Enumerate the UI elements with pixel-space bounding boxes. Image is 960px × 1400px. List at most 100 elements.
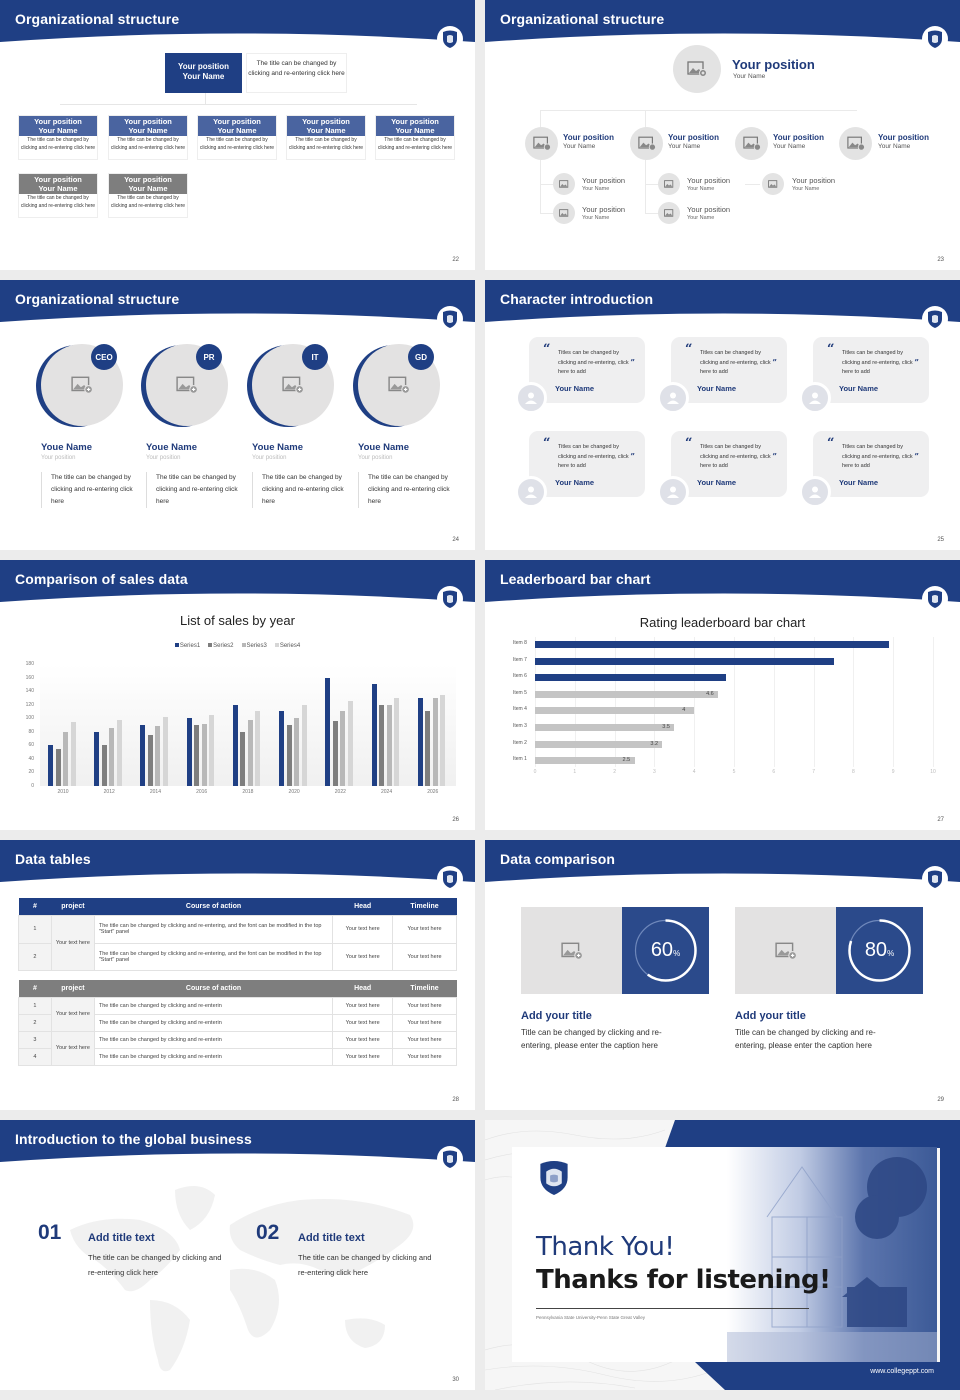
photo-placeholder[interactable] xyxy=(735,127,768,160)
grid-line xyxy=(694,637,696,767)
quote-close-icon: ” xyxy=(630,451,635,461)
bar xyxy=(155,726,161,786)
slide-23[interactable]: Organizational structure Your position Y… xyxy=(485,0,960,270)
bar xyxy=(294,718,300,786)
avatar xyxy=(799,382,831,414)
org-box[interactable]: Your position Your Name The title can be c… xyxy=(286,115,366,160)
cell-timeline: Your text here xyxy=(392,996,457,1015)
quote-open-icon: “ xyxy=(685,342,693,357)
cell-num: 4 xyxy=(18,1047,52,1066)
university-shield-logo-icon xyxy=(538,1160,570,1200)
photo-placeholder[interactable] xyxy=(553,202,575,224)
cell-num: 1 xyxy=(18,914,52,944)
org-box[interactable]: Your position Your Name The title can be c… xyxy=(18,115,98,160)
org-top-box[interactable]: Your position Your Name xyxy=(165,53,242,93)
chart-title: Rating leaderboard bar chart xyxy=(639,615,806,630)
slide-30[interactable]: Introduction to the global business 01 A… xyxy=(0,1120,475,1390)
percent-number: 80 xyxy=(864,939,888,961)
slide-28[interactable]: Data tables # project Course of action H… xyxy=(0,840,475,1110)
percent-number: 60 xyxy=(650,939,674,961)
avatar xyxy=(515,382,547,414)
percent-unit: % xyxy=(673,949,681,958)
slide-thank-you[interactable]: Thank You! Thanks for listening! Pennsyl… xyxy=(485,1120,960,1390)
member-name: Youe Name xyxy=(146,442,198,453)
bar-value-label: 4.6 xyxy=(706,690,714,697)
slide-29[interactable]: Data comparison 60% Add your title Title… xyxy=(485,840,960,1110)
org-box[interactable]: Your position Your Name The title can be c… xyxy=(375,115,455,160)
org-box[interactable]: Your position Your Name The title can be c… xyxy=(108,115,188,160)
testimonial-card[interactable]: “ Titles can be changed by clicking and r… xyxy=(813,337,929,403)
cell-head: Your text here xyxy=(332,1013,394,1032)
progress-ring-80 xyxy=(848,919,911,982)
slide-27[interactable]: Leaderboard bar chart Rating leaderboard… xyxy=(485,560,960,830)
photo-placeholder[interactable] xyxy=(673,45,721,93)
photo-placeholder[interactable] xyxy=(735,907,836,994)
name-label: Your Name xyxy=(792,186,820,192)
bar xyxy=(286,725,292,786)
cell-action: The title can be changed by clicking and… xyxy=(93,1013,334,1032)
slide-22[interactable]: Organizational structure Your position Yo… xyxy=(0,0,475,270)
org-box[interactable]: Your position Your Name The title can be c… xyxy=(197,115,277,160)
x-tick-label: 2010 xyxy=(57,789,69,795)
team-member-card[interactable]: PR Youe Name Your position The title can… xyxy=(141,340,246,540)
bar xyxy=(535,757,635,765)
percent-ring-panel: 60% xyxy=(622,907,709,994)
photo-placeholder[interactable] xyxy=(839,127,872,160)
testimonial-card[interactable]: “ Titles can be changed by clicking and r… xyxy=(671,337,787,403)
divider xyxy=(536,1308,809,1309)
photo-placeholder[interactable] xyxy=(525,127,558,160)
photo-placeholder[interactable] xyxy=(521,907,622,994)
name-label: Your Name xyxy=(687,186,715,192)
name-label: Your Name xyxy=(582,186,610,192)
legend-swatch xyxy=(274,643,279,648)
testimonial-card[interactable]: “ Titles can be changed by clicking and r… xyxy=(671,431,787,497)
quote-close-icon: ” xyxy=(772,451,777,461)
bar xyxy=(194,725,200,786)
cell-action: The title can be changed by clicking and… xyxy=(93,1047,334,1066)
bar xyxy=(440,694,446,786)
slide-24[interactable]: Organizational structure CEO Youe Name Y… xyxy=(0,280,475,550)
user-icon xyxy=(809,392,821,404)
slide-title: Organizational structure xyxy=(500,11,665,27)
item-title: Add title text xyxy=(298,1232,365,1244)
bar xyxy=(201,723,207,786)
y-tick-label: Item 2 xyxy=(513,739,527,746)
team-member-card[interactable]: IT Youe Name Your position The title can… xyxy=(247,340,352,540)
image-icon xyxy=(767,179,777,188)
quote-open-icon: “ xyxy=(685,436,693,451)
testimonial-text: Titles can be changed by clicking and re… xyxy=(700,444,771,469)
quote-open-icon: “ xyxy=(827,436,835,451)
bar xyxy=(186,718,192,786)
slide-26[interactable]: Comparison of sales data List of sales b… xyxy=(0,560,475,830)
slide-25[interactable]: Character introduction “ Titles can be ch… xyxy=(485,280,960,550)
team-member-card[interactable]: GD Youe Name Your position The title can… xyxy=(353,340,458,540)
quote-close-icon: ” xyxy=(630,357,635,367)
photo-placeholder[interactable] xyxy=(762,173,784,195)
university-shield-logo-icon xyxy=(922,586,948,612)
university-shield-logo-icon xyxy=(922,306,948,332)
member-position: Your position xyxy=(252,455,287,461)
photo-placeholder[interactable] xyxy=(630,127,663,160)
testimonial-card[interactable]: “ Titles can be changed by clicking and r… xyxy=(813,431,929,497)
website-link[interactable]: www.collegeppt.com xyxy=(870,1368,934,1375)
bar xyxy=(247,719,253,786)
y-tick-label: Item 5 xyxy=(513,689,527,696)
photo-placeholder[interactable] xyxy=(658,173,680,195)
image-add-icon xyxy=(176,376,198,394)
photo-placeholder[interactable] xyxy=(553,173,575,195)
testimonial-card[interactable]: “ Titles can be changed by clicking and r… xyxy=(529,337,645,403)
image-add-icon xyxy=(282,376,304,394)
name-label: Your Name xyxy=(878,143,911,150)
team-member-card[interactable]: CEO Youe Name Your position The title ca… xyxy=(36,340,141,540)
bar xyxy=(279,711,285,786)
org-box[interactable]: Your position Your Name The title can be c… xyxy=(108,173,188,218)
table-row: 1 Your text here The title can be change… xyxy=(18,996,457,1032)
university-shield-logo-icon xyxy=(437,26,463,52)
photo-placeholder[interactable] xyxy=(658,202,680,224)
org-box[interactable]: Your position Your Name The title can be c… xyxy=(18,173,98,218)
y-tick-label: Item 8 xyxy=(513,640,527,646)
table-row: 3 Your text here The title can be change… xyxy=(18,1030,457,1066)
bar xyxy=(371,684,377,786)
x-tick-label: 3 xyxy=(653,769,656,775)
testimonial-card[interactable]: “ Titles can be changed by clicking and r… xyxy=(529,431,645,497)
